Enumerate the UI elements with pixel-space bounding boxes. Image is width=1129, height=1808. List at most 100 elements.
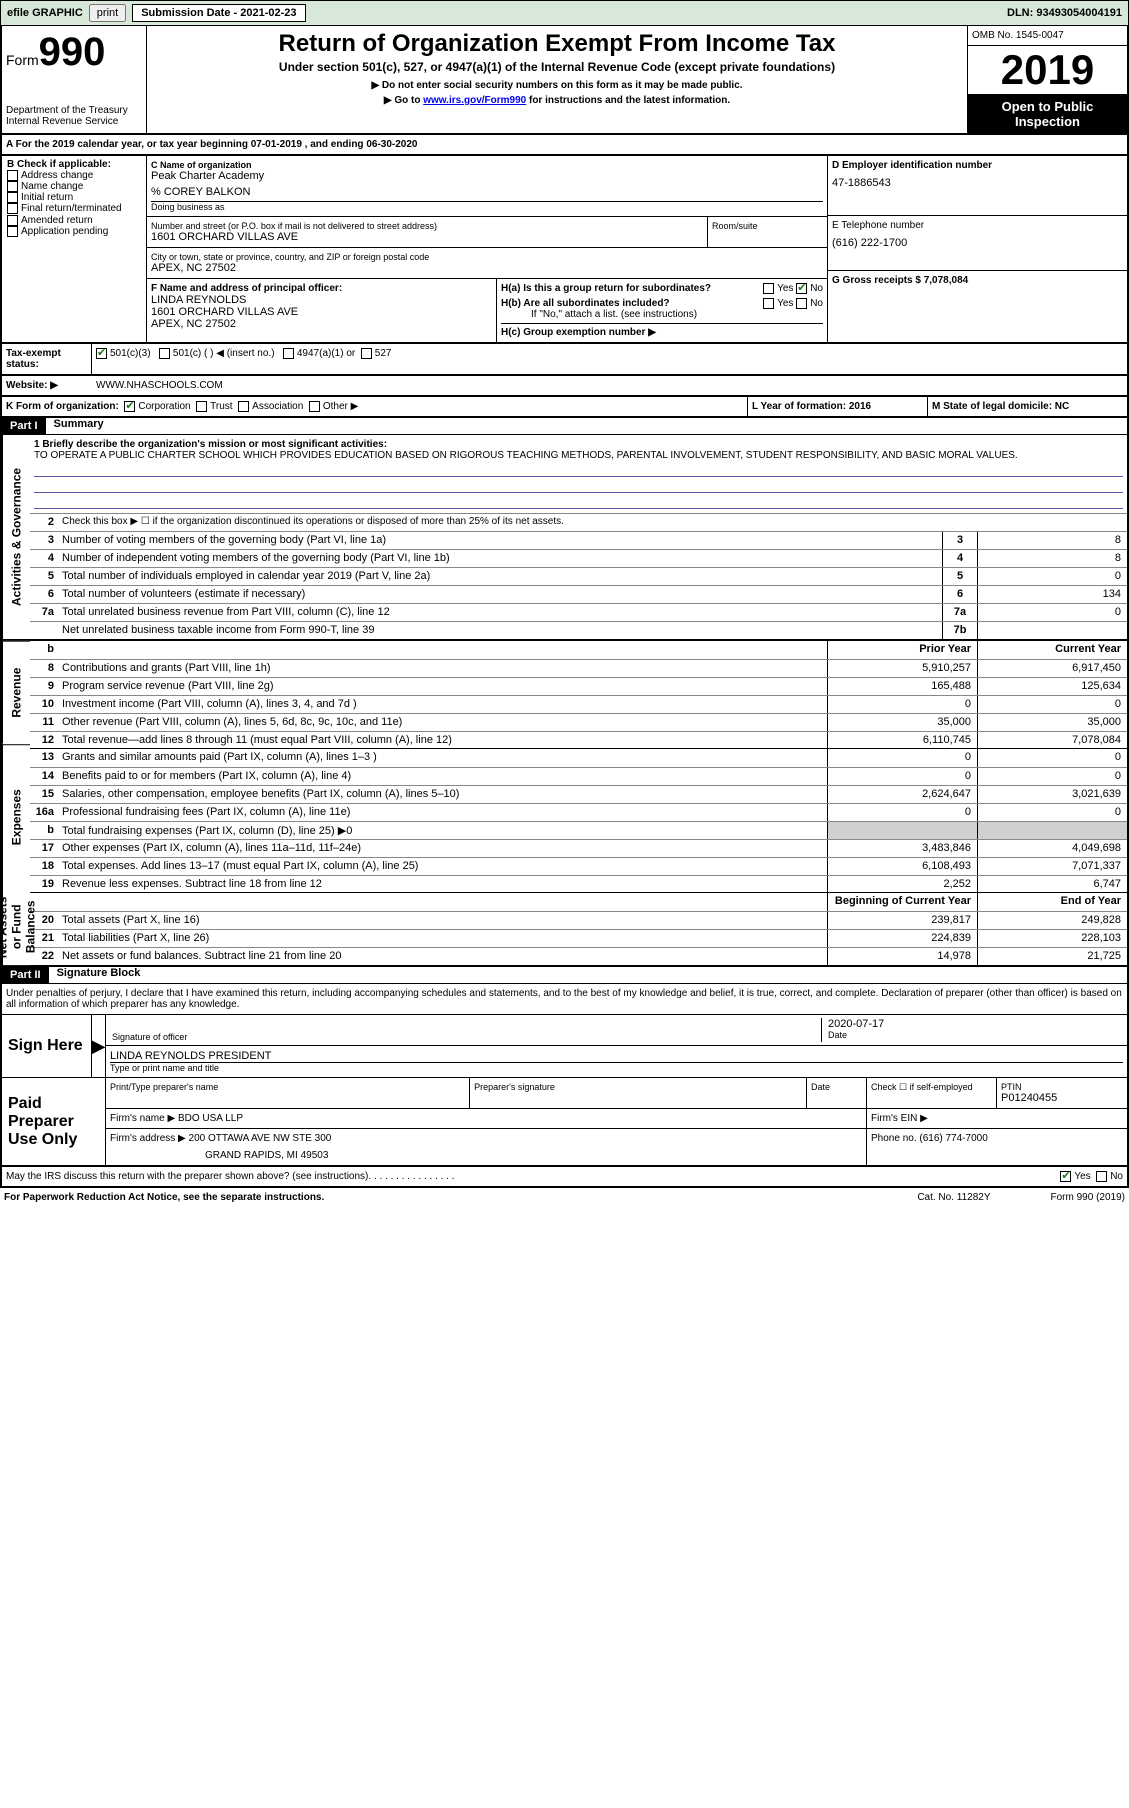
line20-text: Total assets (Part X, line 16) [60,912,827,929]
prep-date-label: Date [811,1082,862,1092]
hdr-prior: Prior Year [827,641,977,659]
line7b-text: Net unrelated business taxable income fr… [60,622,942,639]
line8-text: Contributions and grants (Part VIII, lin… [60,660,827,677]
typed-name-label: Type or print name and title [110,1063,1123,1073]
firm-name-label: Firm's name ▶ [110,1113,175,1124]
form-org-label: K Form of organization: [6,401,119,412]
line11-prior: 35,000 [827,714,977,731]
state-domicile: M State of legal domicile: NC [927,397,1127,416]
side-netassets: Net Assets or Fund Balances [2,889,30,965]
paid-preparer-label: Paid Preparer Use Only [2,1078,106,1165]
line16a-prior: 0 [827,804,977,821]
line1-label: 1 Briefly describe the organization's mi… [34,439,1123,450]
line12-text: Total revenue—add lines 8 through 11 (mu… [60,732,827,748]
part1-header: Part I [2,418,46,434]
phone-label: E Telephone number [832,220,1123,231]
ptin: P01240455 [1001,1092,1123,1104]
line3-val: 8 [977,532,1127,549]
line8-curr: 6,917,450 [977,660,1127,677]
line19-curr: 6,747 [977,876,1127,892]
prep-sig-label: Preparer's signature [474,1082,802,1092]
room-label: Room/suite [712,221,823,231]
sign-here-block: Sign Here ▶ Signature of officer 2020-07… [0,1014,1129,1078]
open-to-public: Open to Public Inspection [968,95,1127,133]
officer-label: F Name and address of principal officer: [151,283,492,294]
line17-prior: 3,483,846 [827,840,977,857]
care-of: % COREY BALKON [151,186,823,198]
line22-prior: 14,978 [827,948,977,965]
line6-val: 134 [977,586,1127,603]
line2-text: Check this box ▶ ☐ if the organization d… [60,514,1127,531]
line20-curr: 249,828 [977,912,1127,929]
line7a-text: Total unrelated business revenue from Pa… [60,604,942,621]
line8-prior: 5,910,257 [827,660,977,677]
dln: DLN: 93493054004191 [1007,7,1122,19]
hdr-beginning: Beginning of Current Year [827,893,977,911]
ein-label: D Employer identification number [832,160,1123,171]
gross-receipts: G Gross receipts $ 7,078,084 [828,271,1127,290]
line21-text: Total liabilities (Part X, line 26) [60,930,827,947]
form-subtitle: Under section 501(c), 527, or 4947(a)(1)… [157,60,957,74]
line16a-curr: 0 [977,804,1127,821]
prep-name-label: Print/Type preparer's name [110,1082,465,1092]
chk-address-change: Address change [21,170,93,181]
line5-text: Total number of individuals employed in … [60,568,942,585]
line12-curr: 7,078,084 [977,732,1127,748]
hb-note: If "No," attach a list. (see instruction… [531,309,823,320]
hdr-current: Current Year [977,641,1127,659]
line9-prior: 165,488 [827,678,977,695]
line22-text: Net assets or fund balances. Subtract li… [60,948,827,965]
line9-curr: 125,634 [977,678,1127,695]
hc-label: H(c) Group exemption number ▶ [501,323,823,338]
chk-amended: Amended return [21,215,93,226]
line14-curr: 0 [977,768,1127,785]
self-employed-check: Check ☐ if self-employed [867,1078,997,1108]
line5-val: 0 [977,568,1127,585]
street-label: Number and street (or P.O. box if mail i… [151,221,703,231]
sign-here-label: Sign Here [2,1015,92,1077]
ha-label: H(a) Is this a group return for subordin… [501,283,711,294]
chk-final-return: Final return/terminated [21,204,122,215]
line21-curr: 228,103 [977,930,1127,947]
street: 1601 ORCHARD VILLAS AVE [151,231,703,243]
side-revenue: Revenue [2,641,30,744]
officer-typed-name: LINDA REYNOLDS PRESIDENT [110,1050,1123,1063]
line18-text: Total expenses. Add lines 13–17 (must eq… [60,858,827,875]
line19-prior: 2,252 [827,876,977,892]
line17-curr: 4,049,698 [977,840,1127,857]
irs-link[interactable]: www.irs.gov/Form990 [423,95,526,106]
line14-text: Benefits paid to or for members (Part IX… [60,768,827,785]
line6-text: Total number of volunteers (estimate if … [60,586,942,603]
firm-phone: Phone no. (616) 774-7000 [867,1129,1127,1165]
omb-number: OMB No. 1545-0047 [968,26,1127,46]
line18-prior: 6,108,493 [827,858,977,875]
hdr-end: End of Year [977,893,1127,911]
phone: (616) 222-1700 [832,237,1123,249]
line15-prior: 2,624,647 [827,786,977,803]
chk-501c-other: 501(c) ( ) ◀ (insert no.) [173,348,275,359]
mission-text: TO OPERATE A PUBLIC CHARTER SCHOOL WHICH… [34,450,1123,461]
line4-text: Number of independent voting members of … [60,550,942,567]
entity-info-block: B Check if applicable: Address change Na… [0,156,1129,344]
officer-addr2: APEX, NC 27502 [151,318,492,330]
tax-status-label: Tax-exempt status: [2,344,92,374]
goto-note: ▶ Go to www.irs.gov/Form990 for instruct… [157,95,957,106]
chk-assoc: Association [252,401,303,412]
sig-date: 2020-07-17 [828,1018,1121,1030]
chk-527: 527 [375,348,392,359]
line19-text: Revenue less expenses. Subtract line 18 … [60,876,827,892]
part1-title: Summary [46,418,104,434]
date-label: Date [828,1030,1121,1040]
line7a-val: 0 [977,604,1127,621]
irs-label: Internal Revenue Service [6,116,142,127]
website-value: WWW.NHASCHOOLS.COM [92,376,227,395]
line18-curr: 7,071,337 [977,858,1127,875]
line12-prior: 6,110,745 [827,732,977,748]
efile-label: efile GRAPHIC [7,7,83,19]
firm-addr2: GRAND RAPIDS, MI 49503 [205,1150,862,1161]
line17-text: Other expenses (Part IX, column (A), lin… [60,840,827,857]
city-label: City or town, state or province, country… [151,252,823,262]
print-button[interactable]: print [89,4,126,22]
line9-text: Program service revenue (Part VIII, line… [60,678,827,695]
sign-arrow-icon: ▶ [92,1015,106,1077]
